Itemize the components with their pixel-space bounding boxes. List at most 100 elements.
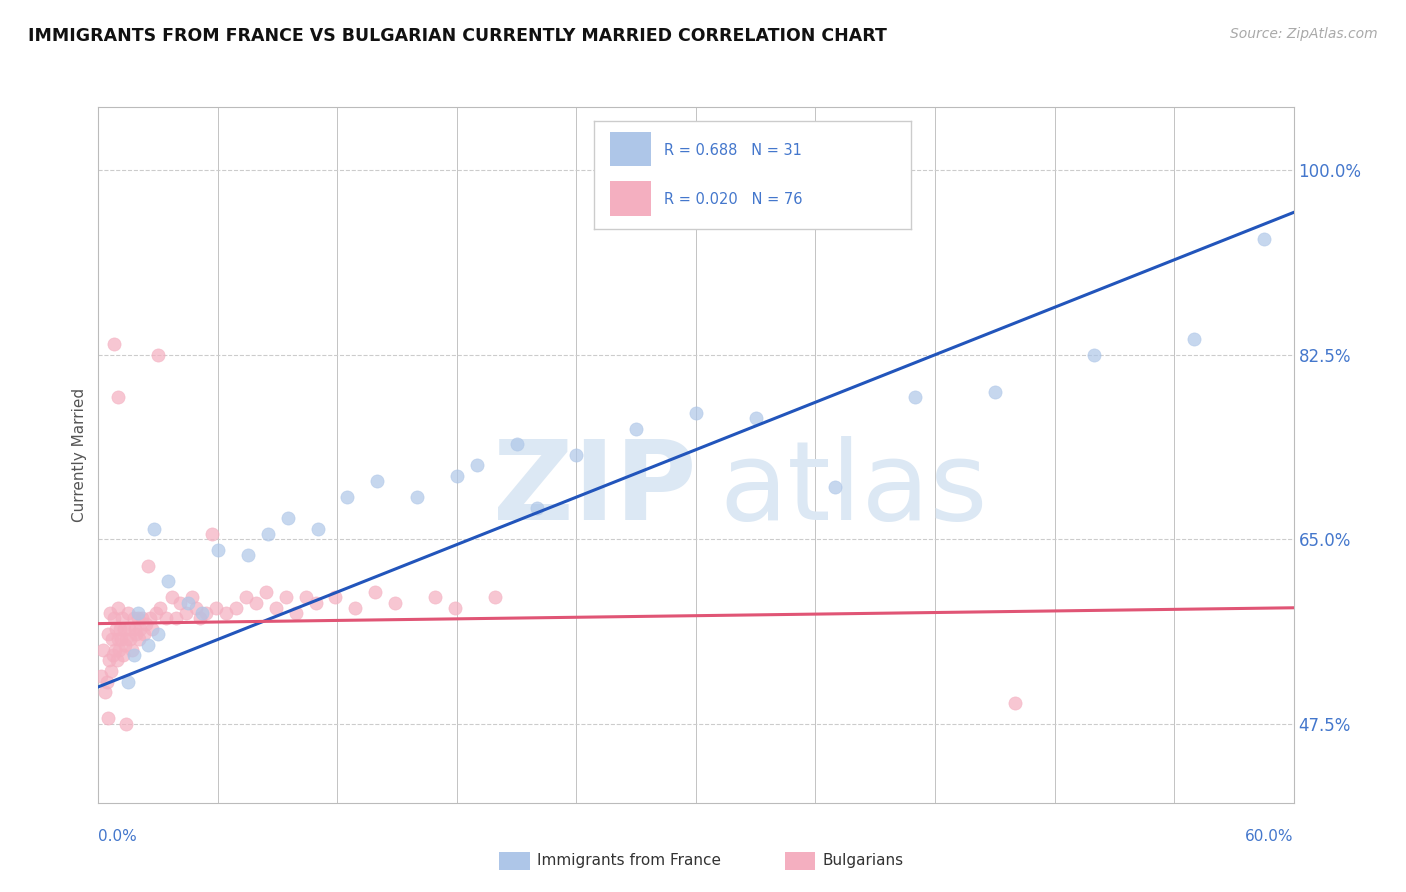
Point: [904, 390, 927, 404]
Point: [105, 622, 128, 636]
Text: IMMIGRANTS FROM FRANCE VS BULGARIAN CURRENTLY MARRIED CORRELATION CHART: IMMIGRANTS FROM FRANCE VS BULGARIAN CURR…: [28, 27, 887, 45]
Point: [406, 490, 429, 504]
Point: [526, 500, 548, 515]
Point: [120, 632, 142, 647]
Text: Immigrants from France: Immigrants from France: [537, 854, 721, 868]
Point: [155, 611, 177, 625]
Point: [134, 627, 156, 641]
Point: [103, 611, 125, 625]
Point: [97, 711, 120, 725]
Point: [149, 600, 172, 615]
Point: [141, 622, 163, 636]
Point: [215, 606, 238, 620]
Point: [112, 622, 135, 636]
Point: [235, 591, 257, 605]
Point: [225, 600, 247, 615]
Point: [160, 591, 183, 605]
Point: [117, 674, 139, 689]
Point: [745, 411, 768, 425]
Point: [112, 648, 135, 663]
Text: 60.0%: 60.0%: [1246, 830, 1294, 844]
Point: [103, 337, 125, 351]
Point: [284, 606, 307, 620]
Point: [465, 458, 488, 473]
Point: [201, 527, 224, 541]
Point: [191, 606, 214, 620]
Point: [364, 585, 387, 599]
Point: [110, 622, 132, 636]
Point: [96, 674, 118, 689]
Point: [124, 648, 146, 663]
Point: [1083, 348, 1105, 362]
Text: ZIP: ZIP: [492, 436, 696, 543]
Point: [195, 606, 218, 620]
Point: [157, 574, 180, 589]
Point: [565, 448, 588, 462]
Point: [118, 622, 141, 636]
Point: [336, 490, 359, 504]
Point: [254, 585, 277, 599]
Point: [184, 600, 207, 615]
Point: [136, 558, 159, 573]
Point: [165, 611, 187, 625]
Text: Bulgarians: Bulgarians: [823, 854, 904, 868]
Point: [100, 664, 122, 678]
Point: [181, 591, 204, 605]
Point: [127, 611, 149, 625]
Point: [1182, 332, 1205, 346]
Point: [98, 606, 122, 620]
Point: [174, 606, 197, 620]
Point: [444, 600, 467, 615]
Point: [307, 522, 329, 536]
Point: [117, 606, 139, 620]
Point: [169, 595, 191, 609]
Point: [110, 632, 132, 647]
Point: [824, 479, 846, 493]
Point: [685, 406, 707, 420]
Point: [484, 591, 506, 605]
Text: 0.0%: 0.0%: [98, 830, 138, 844]
Point: [121, 643, 143, 657]
Point: [148, 348, 170, 362]
Point: [294, 591, 316, 605]
Point: [129, 622, 152, 636]
Point: [107, 390, 129, 404]
Point: [264, 600, 287, 615]
Point: [131, 611, 153, 625]
Point: [107, 632, 129, 647]
Point: [384, 595, 406, 609]
Point: [114, 638, 136, 652]
Point: [423, 591, 446, 605]
Point: [188, 611, 211, 625]
Point: [177, 595, 200, 609]
Point: [207, 542, 229, 557]
Point: [304, 595, 326, 609]
Point: [205, 600, 228, 615]
Point: [136, 638, 159, 652]
Point: [446, 469, 468, 483]
Point: [94, 685, 117, 699]
Point: [1253, 232, 1275, 246]
Point: [103, 648, 125, 663]
Point: [108, 643, 131, 657]
Point: [101, 632, 124, 647]
Point: [148, 627, 170, 641]
Point: [124, 622, 146, 636]
Point: [277, 511, 299, 525]
Point: [115, 716, 138, 731]
Point: [107, 600, 129, 615]
Point: [236, 548, 259, 562]
Point: [366, 475, 388, 489]
Point: [98, 653, 121, 667]
Point: [105, 653, 128, 667]
Y-axis label: Currently Married: Currently Married: [72, 388, 87, 522]
Point: [139, 611, 162, 625]
Point: [111, 611, 134, 625]
Point: [983, 384, 1005, 399]
Point: [325, 591, 347, 605]
Text: atlas: atlas: [720, 436, 988, 543]
Point: [128, 632, 150, 647]
Point: [256, 527, 278, 541]
Point: [274, 591, 297, 605]
Text: Source: ZipAtlas.com: Source: ZipAtlas.com: [1230, 27, 1378, 41]
